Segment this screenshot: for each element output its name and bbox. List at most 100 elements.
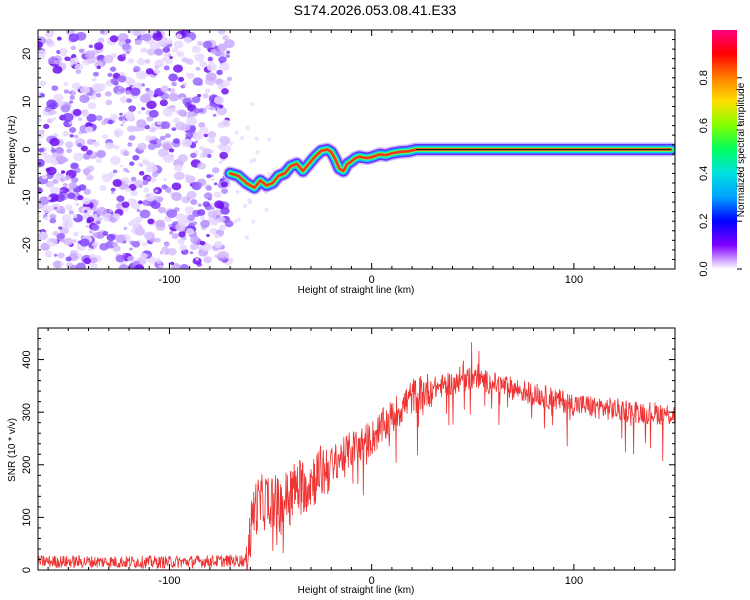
noise-blob [133,30,140,37]
noise-blob [226,76,233,82]
noise-blob [198,122,206,128]
noise-blob [214,240,223,248]
noise-blob [134,227,146,236]
noise-blob [138,171,145,176]
noise-blob [53,93,64,102]
noise-blob [169,88,176,94]
noise-blob [60,238,66,243]
noise-blob [183,36,192,44]
noise-blob [139,209,151,219]
noise-blob [64,141,74,149]
spectrogram-frame [37,29,676,270]
noise-blob [115,254,125,263]
noise-blob [113,145,120,150]
noise-blob [83,188,92,195]
noise-blob [139,252,148,259]
noise-blob [181,57,189,63]
noise-blob [112,169,118,174]
noise-blob [154,65,160,69]
noise-blob [187,197,191,201]
noise-blob [74,167,81,173]
noise-blob [56,36,62,41]
noise-blob [122,167,129,172]
noise-blob [96,150,106,159]
noise-blob [145,135,153,142]
noise-blob [161,140,173,150]
noise-blob [264,207,269,212]
noise-blob [77,195,84,201]
noise-blob [68,210,75,215]
noise-blob [224,220,234,228]
spectrogram-xtick-label: 0 [369,274,375,286]
noise-blob [226,50,231,54]
noise-blob [108,171,116,178]
noise-blob [153,68,161,74]
colorbar: 0.0 0.2 0.4 0.6 0.8 Normalized spectral ampl… [698,30,747,277]
noise-blob [74,63,84,71]
snr-xtick-label: 100 [565,575,583,587]
noise-blob [181,138,192,148]
noise-blob [216,106,228,116]
noise-blob [64,175,71,181]
noise-blob [38,117,43,123]
noise-blob [146,176,151,180]
noise-blob [197,203,202,207]
noise-blob [130,176,137,182]
noise-blob [170,261,175,266]
noise-blob [122,253,126,256]
noise-blob [194,140,199,144]
noise-blob [211,167,220,174]
noise-blob [38,196,50,206]
noise-blob [53,253,58,257]
noise-blob [58,226,63,230]
noise-blob [168,73,178,82]
noise-blob [142,181,148,186]
colorbar-tick-label: 0.8 [698,70,710,85]
noise-blob [163,53,169,58]
noise-blob [88,230,94,234]
noise-blob [202,93,209,99]
noise-blob [220,119,231,128]
noise-blob [45,38,53,45]
noise-blob [240,135,245,140]
noise-blob [117,33,129,42]
noise-blob [68,182,77,190]
noise-blob [147,218,155,225]
noise-blob [88,44,94,49]
noise-blob [74,134,79,139]
noise-blob [112,241,118,247]
noise-blob [127,58,135,64]
snr-ytick-label: 300 [21,403,33,421]
noise-blob [139,94,151,104]
noise-blob [78,184,87,191]
noise-blob [249,159,254,164]
noise-blob [144,192,156,202]
noise-blob [214,233,220,239]
noise-blob [206,154,212,158]
noise-blob [172,117,180,124]
noise-blob [146,100,157,110]
noise-blob [38,231,48,240]
noise-blob [119,96,129,104]
spectrogram-ytick-label: 0 [21,146,33,152]
noise-blob [173,164,183,172]
noise-blob [165,133,171,139]
noise-blob [163,177,167,182]
spectrogram-xlabel: Height of straight line (km) [298,285,415,296]
noise-blob [251,219,256,224]
noise-blob [134,39,142,46]
noise-blob [210,48,218,55]
noise-blob [119,112,123,116]
noise-blob [163,65,170,71]
noise-blob [97,37,105,43]
noise-blob [91,224,100,232]
colorbar-tick-label: 0.6 [698,118,710,133]
noise-blob [207,131,217,139]
noise-blob [69,133,74,138]
noise-blob [146,89,154,97]
noise-blob [209,227,218,234]
noise-blob [151,135,157,141]
noise-blob [207,56,213,62]
noise-blob [43,123,50,130]
noise-blob [91,77,97,82]
